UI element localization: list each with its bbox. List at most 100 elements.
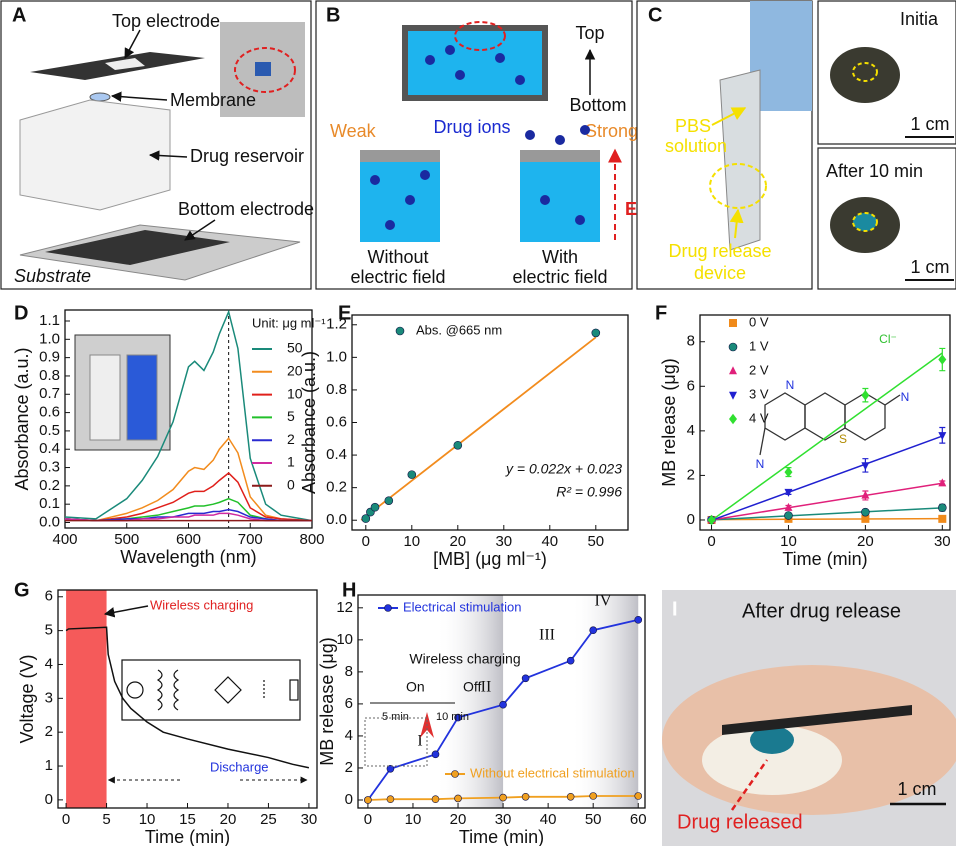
- panel-c: C PBS solution Drug release device Initi…: [637, 1, 956, 289]
- y-axis-label: Absorbance (a.u.): [299, 351, 319, 494]
- trend-line: [712, 436, 943, 520]
- legend-label: 0 V: [749, 314, 769, 329]
- y-axis-label: MB release (μg): [659, 358, 679, 486]
- cuvette: [90, 355, 120, 440]
- legend-label: 2: [287, 431, 295, 447]
- x-tick-label: 20: [220, 811, 237, 828]
- y-tick-label: 10: [336, 631, 353, 648]
- x-tick-label: 600: [176, 531, 201, 548]
- molecule: [760, 393, 900, 455]
- y-tick-label: 0.2: [39, 477, 60, 494]
- y-tick-label: 1.1: [39, 312, 60, 329]
- photo: I After drug release Drug released 1 cm: [662, 590, 956, 846]
- x-tick-label: 0: [362, 533, 370, 550]
- data-point: [938, 478, 946, 486]
- y-tick-label: 0: [687, 511, 695, 528]
- data-point: [500, 794, 507, 801]
- cuvette: [127, 355, 157, 440]
- data-point: [455, 795, 462, 802]
- structure-label: Cl⁻: [879, 332, 897, 346]
- legend-title: Unit: μg ml⁻¹: [252, 315, 326, 330]
- panel-letter: B: [326, 4, 340, 26]
- x-axis-label: Time (min): [459, 827, 544, 846]
- label: E: [625, 199, 637, 219]
- x-tick-label: 40: [541, 533, 558, 550]
- y-tick-label: 0.4: [326, 446, 347, 463]
- panel-letter: A: [12, 4, 26, 26]
- data-point: [861, 390, 869, 400]
- inset-label: 5 min: [382, 711, 409, 723]
- x-tick-label: 40: [540, 811, 557, 828]
- beaker: [520, 160, 600, 242]
- data-point: [432, 751, 439, 758]
- label: Weak: [330, 121, 377, 141]
- x-tick-label: 50: [585, 811, 602, 828]
- data-point: [861, 462, 869, 470]
- y-tick-label: 1.0: [39, 330, 60, 347]
- data-point: [567, 793, 574, 800]
- inset-label: On: [406, 679, 425, 695]
- data-point: [385, 497, 393, 505]
- y-tick-label: 8: [687, 333, 695, 350]
- label: Drug release: [668, 241, 771, 261]
- legend-label: Without electrical stimulation: [470, 765, 635, 780]
- legend-label: Abs. @665 nm: [416, 322, 502, 337]
- y-axis-label: MB release (μg): [317, 637, 337, 765]
- annotation: R² = 0.996: [556, 484, 622, 500]
- x-tick-label: 10: [139, 811, 156, 828]
- x-axis-label: [MB] (μg ml⁻¹): [433, 549, 547, 569]
- legend-label: 1: [287, 454, 295, 470]
- tube: [720, 70, 760, 250]
- circuit: [122, 660, 300, 720]
- y-tick-label: 12: [336, 599, 353, 616]
- label: Bottom electrode: [178, 199, 314, 219]
- label: Without: [367, 247, 428, 267]
- plot-frame: [700, 315, 950, 530]
- panel-letter: I: [672, 598, 678, 620]
- data-point: [522, 675, 529, 682]
- x-tick-label: 60: [630, 811, 647, 828]
- inset-label: Off: [463, 679, 482, 695]
- panel-a: A Top electrode Membrane Drug reservoir …: [1, 1, 314, 289]
- label: electric field: [512, 267, 607, 287]
- data-point: [567, 657, 574, 664]
- label: Top electrode: [112, 11, 220, 31]
- legend-marker: [729, 366, 737, 374]
- y-tick-label: 3: [45, 689, 53, 706]
- y-tick-label: 0.9: [39, 349, 60, 366]
- y-tick-label: 0.4: [39, 440, 60, 457]
- x-tick-label: 800: [299, 531, 324, 548]
- label: PBS: [675, 116, 711, 136]
- legend-label: Electrical stimulation: [403, 599, 522, 614]
- y-tick-label: 1.2: [326, 316, 347, 333]
- y-tick-label: 5: [45, 622, 53, 639]
- x-tick-label: 30: [934, 533, 951, 550]
- legend-marker: [452, 771, 459, 778]
- inset-label: Wireless charging: [409, 651, 520, 667]
- legend-label: 2 V: [749, 362, 769, 377]
- label: device: [694, 263, 746, 283]
- legend-marker: [729, 319, 737, 327]
- y-axis-label: Absorbance (a.u.): [12, 347, 32, 490]
- legend-marker: [729, 392, 737, 400]
- label: With: [542, 247, 578, 267]
- data-point: [861, 508, 869, 516]
- data-point: [590, 792, 597, 799]
- x-tick-label: 30: [495, 533, 512, 550]
- x-tick-label: 30: [301, 811, 318, 828]
- data-point: [590, 627, 597, 634]
- x-tick-label: 10: [405, 811, 422, 828]
- highlight: [853, 213, 877, 231]
- y-tick-label: 0.7: [39, 385, 60, 402]
- annotation: II: [481, 679, 492, 696]
- data-point: [635, 616, 642, 623]
- reservoir: [20, 100, 170, 210]
- y-tick-label: 0: [45, 791, 53, 808]
- y-tick-label: 6: [45, 588, 53, 605]
- data-point: [938, 515, 946, 523]
- data-point: [432, 796, 439, 803]
- title: After drug release: [742, 600, 901, 622]
- legend-marker: [729, 414, 737, 424]
- label: Drug reservoir: [190, 146, 304, 166]
- label: electric field: [350, 267, 445, 287]
